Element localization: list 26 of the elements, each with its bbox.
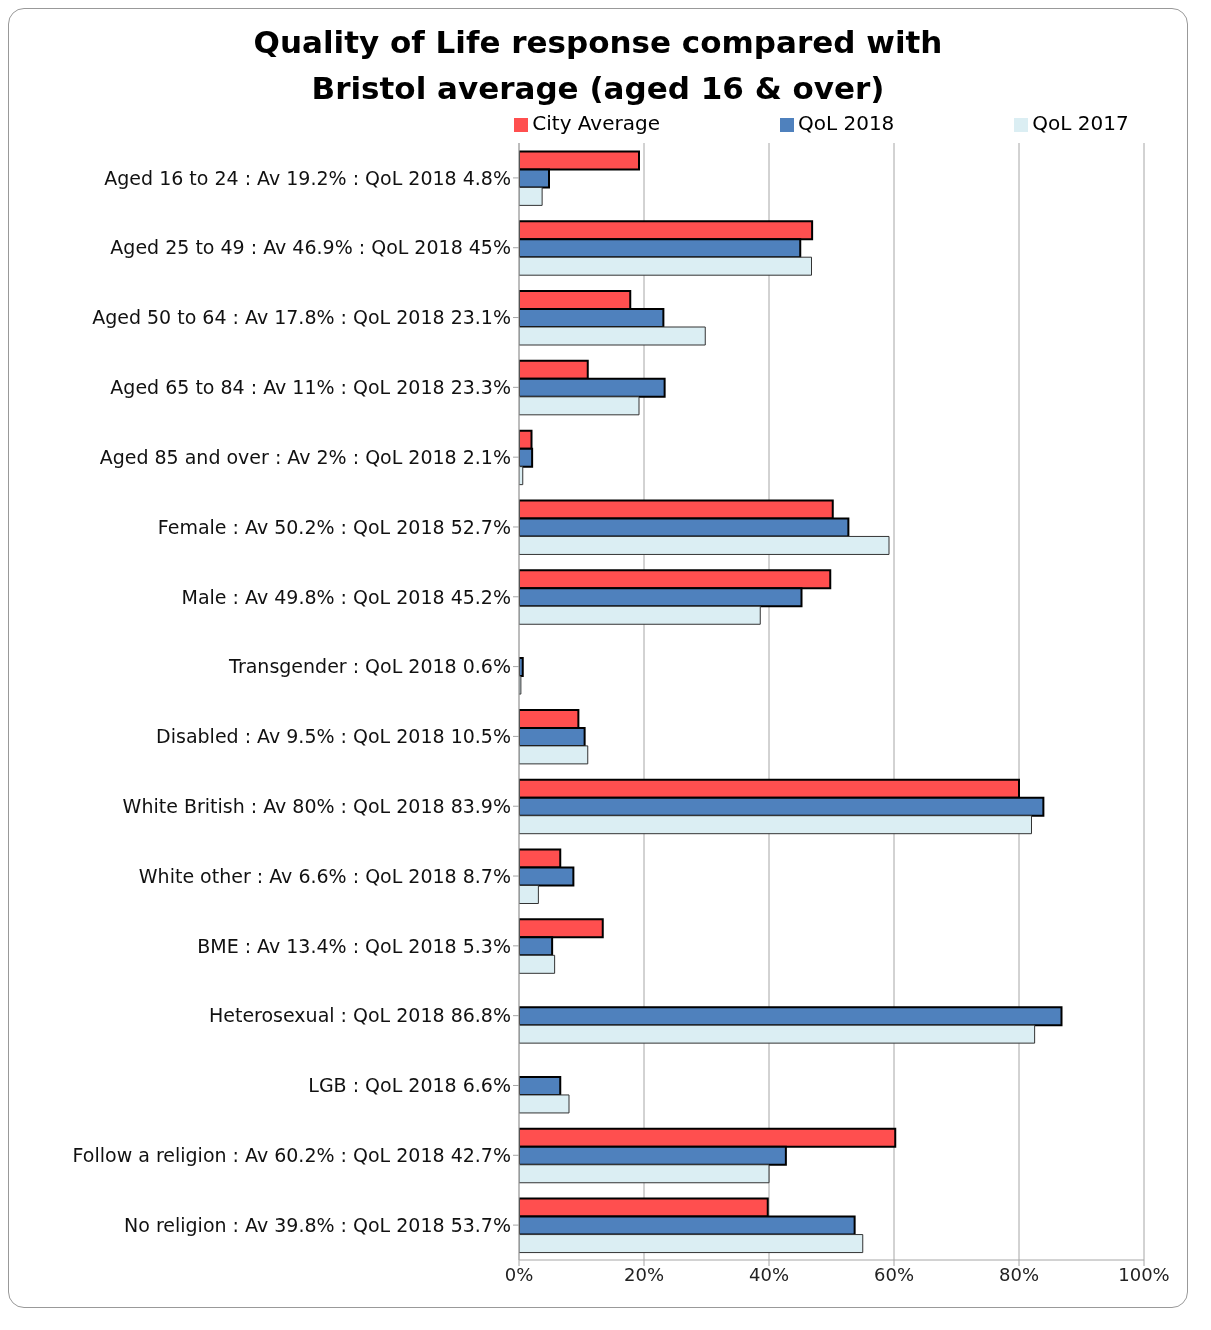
y-tick-label: Aged 16 to 24 : Av 19.2% : QoL 2018 4.8% xyxy=(104,166,511,189)
y-tick-label: Disabled : Av 9.5% : QoL 2018 10.5% xyxy=(156,725,511,748)
y-tick-label: Heterosexual : QoL 2018 86.8% xyxy=(208,1004,511,1027)
legend-label: City Average xyxy=(532,111,660,135)
y-tick-label: Aged 25 to 49 : Av 46.9% : QoL 2018 45% xyxy=(110,236,511,259)
y-tick-label: Aged 85 and over : Av 2% : QoL 2018 2.1% xyxy=(99,445,511,468)
legend-label: QoL 2017 xyxy=(1032,111,1129,135)
y-tick-label: Aged 50 to 64 : Av 17.8% : QoL 2018 23.1% xyxy=(92,306,511,329)
y-tick-label: Female : Av 50.2% : QoL 2018 52.7% xyxy=(157,515,511,538)
y-tick-label: White British : Av 80% : QoL 2018 83.9% xyxy=(122,794,511,817)
y-tick-label: Aged 65 to 84 : Av 11% : QoL 2018 23.3% xyxy=(110,376,511,399)
y-tick-label: No religion : Av 39.8% : QoL 2018 53.7% xyxy=(124,1213,511,1236)
x-tick-label: 40% xyxy=(748,1263,790,1285)
x-tick-label: 0% xyxy=(504,1263,534,1285)
y-tick-label: LGB : QoL 2018 6.6% xyxy=(308,1074,511,1097)
x-tick-label: 100% xyxy=(1118,1263,1170,1285)
legend-label: QoL 2018 xyxy=(797,111,895,135)
y-tick-label: White other : Av 6.6% : QoL 2018 8.7% xyxy=(138,864,511,887)
x-tick-label: 60% xyxy=(873,1263,915,1285)
x-tick-label: 80% xyxy=(998,1263,1040,1285)
y-tick-label: BME : Av 13.4% : QoL 2018 5.3% xyxy=(197,934,511,957)
y-tick-label: Follow a religion : Av 60.2% : QoL 2018 42.7% xyxy=(72,1144,511,1167)
x-tick-label: 20% xyxy=(623,1263,665,1285)
y-tick-label: Transgender : QoL 2018 0.6% xyxy=(228,655,511,678)
chart-title: Quality of Life response compared with Bristol average (aged 16 & over) xyxy=(252,23,944,108)
y-tick-label: Male : Av 49.8% : QoL 2018 45.2% xyxy=(181,585,511,608)
